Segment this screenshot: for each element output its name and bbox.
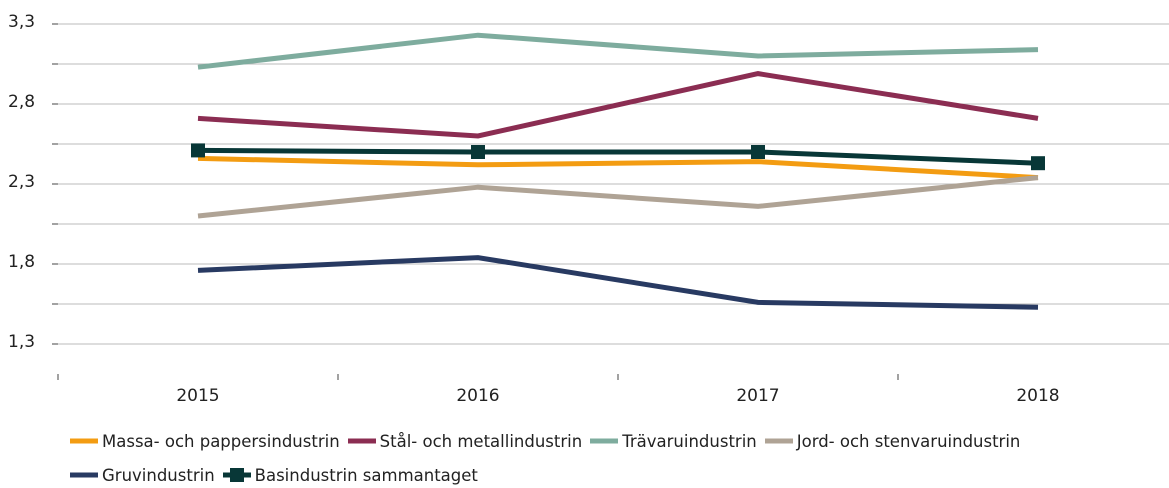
series-line — [197, 71, 1039, 139]
legend: Massa- och pappersindustrin Stål- och met… — [70, 428, 1160, 488]
marker — [1031, 156, 1045, 171]
y-tick-label: 1,8 — [8, 252, 35, 272]
legend-swatch — [590, 438, 619, 444]
x-tick-label: 2017 — [736, 386, 779, 406]
legend-label: Gruvindustrin — [102, 465, 215, 485]
marker — [191, 143, 205, 158]
legend-label: Basindustrin sammantaget — [254, 465, 478, 485]
legend-swatch — [70, 438, 98, 444]
y-tick-label: 2,8 — [8, 92, 35, 112]
marker — [471, 145, 485, 159]
series-line — [197, 32, 1039, 70]
legend-item: Stål- och metallindustrin — [347, 428, 583, 454]
legend-item: Basindustrin sammantaget — [222, 462, 478, 488]
legend-swatch — [347, 438, 376, 444]
chart: 1,3 1,8 2,3 2,8 3,3 2015 2016 2017 2018 — [8, 12, 1169, 406]
legend-item: Trävaruindustrin — [590, 428, 757, 454]
legend-label: Stål- och metallindustrin — [379, 431, 583, 451]
y-tick-label: 2,3 — [8, 172, 35, 192]
legend-swatch — [70, 472, 98, 478]
series-line — [197, 155, 1039, 181]
legend-swatch — [222, 468, 251, 482]
x-tick-label: 2016 — [456, 386, 499, 406]
y-tick-label: 3,3 — [8, 12, 35, 32]
legend-marker — [229, 468, 244, 482]
legend-label: Jord- och stenvaruindustrin — [796, 431, 1021, 451]
series-line — [197, 147, 1039, 166]
legend-swatch — [764, 438, 793, 444]
series-line — [197, 255, 1039, 310]
legend-item: Gruvindustrin — [70, 462, 215, 488]
legend-item: Massa- och pappersindustrin — [70, 428, 340, 454]
x-tick-label: 2015 — [176, 386, 219, 406]
x-tick-label: 2018 — [1016, 386, 1059, 406]
legend-label: Massa- och pappersindustrin — [102, 431, 340, 451]
legend-label: Trävaruindustrin — [622, 431, 757, 451]
legend-item: Jord- och stenvaruindustrin — [764, 428, 1021, 454]
series-line — [197, 175, 1039, 219]
y-tick-label: 1,3 — [8, 332, 35, 352]
marker — [751, 145, 765, 159]
